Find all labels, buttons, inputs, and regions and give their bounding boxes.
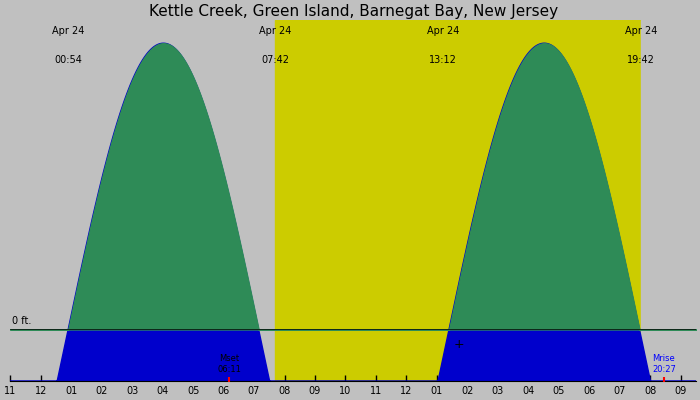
Text: 07:42: 07:42 — [261, 55, 289, 65]
Text: 20:27: 20:27 — [652, 365, 676, 374]
Text: 13:12: 13:12 — [429, 55, 457, 65]
Title: Kettle Creek, Green Island, Barnegat Bay, New Jersey: Kettle Creek, Green Island, Barnegat Bay… — [148, 4, 558, 19]
Text: 0 ft.: 0 ft. — [12, 316, 32, 326]
Text: Apr 24: Apr 24 — [625, 26, 657, 36]
Bar — [641, 20, 696, 381]
Text: Apr 24: Apr 24 — [259, 26, 292, 36]
Bar — [10, 20, 275, 381]
Text: Apr 24: Apr 24 — [52, 26, 85, 36]
Text: 00:54: 00:54 — [54, 55, 82, 65]
Text: Mrise: Mrise — [652, 354, 676, 363]
Text: Mset: Mset — [219, 354, 239, 363]
Text: 19:42: 19:42 — [627, 55, 655, 65]
Text: 06:11: 06:11 — [217, 365, 241, 374]
Text: Apr 24: Apr 24 — [427, 26, 459, 36]
Bar — [275, 20, 641, 381]
Text: +: + — [454, 338, 464, 351]
